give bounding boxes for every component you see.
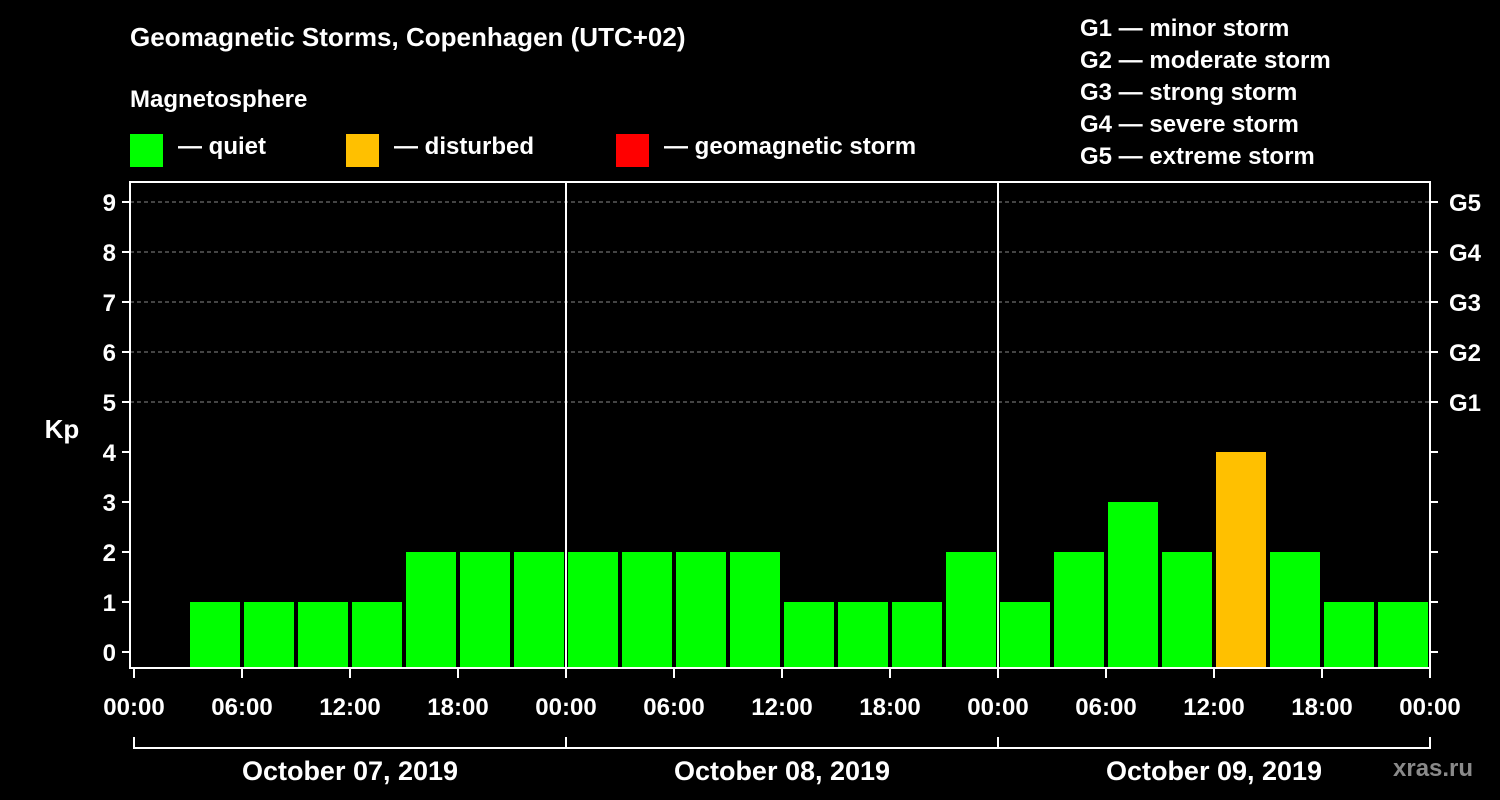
kp-bar xyxy=(1054,552,1104,668)
x-tick-label: 18:00 xyxy=(1291,694,1352,721)
kp-bar xyxy=(1216,452,1266,668)
x-tick-label: 00:00 xyxy=(967,694,1028,721)
y-tick-label: 2 xyxy=(103,540,116,567)
kp-bar xyxy=(1108,502,1158,668)
day-label: October 07, 2019 xyxy=(242,756,458,786)
legend-swatch-storm xyxy=(616,134,649,167)
kp-bar xyxy=(1378,602,1428,668)
kp-bar xyxy=(676,552,726,668)
kp-bar xyxy=(1000,602,1050,668)
plot-frame xyxy=(129,181,1431,669)
x-tick-label: 00:00 xyxy=(535,694,596,721)
x-tick-label: 00:00 xyxy=(103,694,164,721)
storm-level-label: G3 xyxy=(1449,290,1481,317)
legend-label-quiet: — quiet xyxy=(178,133,266,160)
kp-bar xyxy=(838,602,888,668)
legend-label-storm: — geomagnetic storm xyxy=(664,133,917,160)
watermark: xras.ru xyxy=(1393,755,1474,782)
x-tick-label: 06:00 xyxy=(1075,694,1136,721)
storm-scale-g2: G2 — moderate storm xyxy=(1080,47,1331,74)
x-tick-label: 12:00 xyxy=(751,694,812,721)
kp-bar xyxy=(460,552,510,668)
kp-bar xyxy=(622,552,672,668)
kp-bar xyxy=(298,602,348,668)
kp-bar xyxy=(892,602,942,668)
y-tick-label: 8 xyxy=(103,240,116,267)
legend-label-disturbed: — disturbed xyxy=(394,133,535,160)
grid-layer xyxy=(130,201,1430,403)
kp-bar xyxy=(406,552,456,668)
x-tick-label: 12:00 xyxy=(319,694,380,721)
storm-scale-g1: G1 — minor storm xyxy=(1080,15,1290,42)
x-tick-label: 12:00 xyxy=(1183,694,1244,721)
legend-swatch-quiet xyxy=(130,134,163,167)
label-layer: 0 1 2 3 4 5 6 7 8 9 G1 G2 G3 G4 G5 00:00 06:00 12:00 18:00… xyxy=(103,190,1482,786)
kp-bar xyxy=(946,552,996,668)
kp-bar xyxy=(1270,552,1320,668)
storm-level-label: G2 xyxy=(1449,340,1481,367)
x-tick-label: 18:00 xyxy=(427,694,488,721)
kp-bar xyxy=(1162,552,1212,668)
bar-layer xyxy=(190,452,1428,668)
x-tick-label: 18:00 xyxy=(859,694,920,721)
storm-level-label: G4 xyxy=(1449,240,1482,267)
legend-heading: Magnetosphere xyxy=(130,86,308,113)
day-label: October 08, 2019 xyxy=(674,756,890,786)
kp-bar xyxy=(730,552,780,668)
storm-level-label: G5 xyxy=(1449,190,1481,217)
y-tick-label: 0 xyxy=(103,640,116,667)
y-tick-label: 3 xyxy=(103,490,116,517)
y-tick-label: 7 xyxy=(103,290,116,317)
y-tick-label: 4 xyxy=(103,440,117,467)
x-tick-label: 06:00 xyxy=(643,694,704,721)
y-tick-label: 9 xyxy=(103,190,116,217)
chart-title: Geomagnetic Storms, Copenhagen (UTC+02) xyxy=(130,22,686,52)
kp-bar xyxy=(568,552,618,668)
storm-level-label: G1 xyxy=(1449,390,1481,417)
kp-bar xyxy=(514,552,564,668)
kp-bar xyxy=(784,602,834,668)
storm-scale-g5: G5 — extreme storm xyxy=(1080,143,1315,170)
y-axis-label: Kp xyxy=(45,414,80,444)
kp-bar xyxy=(352,602,402,668)
x-tick-label: 00:00 xyxy=(1399,694,1460,721)
kp-bar xyxy=(244,602,294,668)
x-tick-label: 06:00 xyxy=(211,694,272,721)
kp-bar xyxy=(190,602,240,668)
y-tick-label: 5 xyxy=(103,390,116,417)
y-tick-label: 6 xyxy=(103,340,116,367)
frame-layer xyxy=(122,181,1438,749)
kp-bar xyxy=(1324,602,1374,668)
storm-scale-g3: G3 — strong storm xyxy=(1080,79,1298,106)
legend-swatch-disturbed xyxy=(346,134,379,167)
day-label: October 09, 2019 xyxy=(1106,756,1322,786)
y-tick-label: 1 xyxy=(103,590,116,617)
storm-scale-g4: G4 — severe storm xyxy=(1080,111,1299,138)
